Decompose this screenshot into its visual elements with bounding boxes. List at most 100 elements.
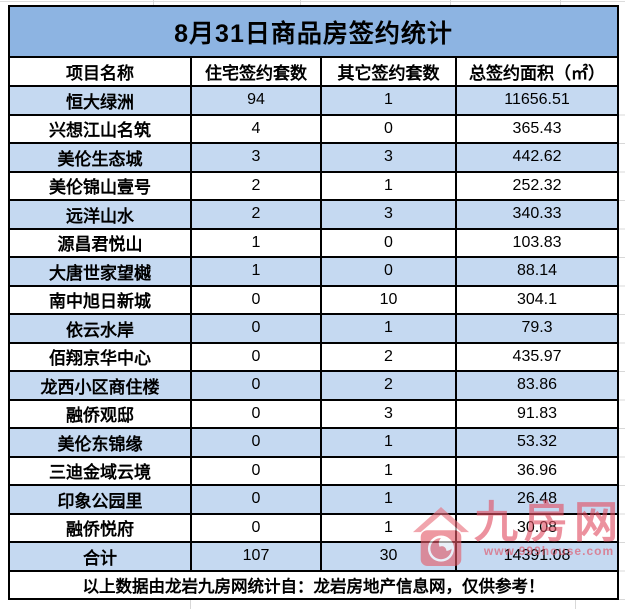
project-name-cell: 美伦生态城 [8, 142, 192, 173]
residential-count-cell: 107 [190, 541, 322, 572]
total-area-cell: 103.83 [454, 227, 620, 258]
project-name-cell: 兴想江山名筑 [8, 113, 192, 144]
other-count-cell: 1 [320, 313, 457, 344]
other-count-cell: 3 [320, 199, 457, 230]
column-header-residential: 住宅签约套数 [190, 56, 322, 87]
residential-count-cell: 3 [190, 142, 322, 173]
other-count-cell: 3 [320, 142, 457, 173]
excel-gridline [0, 1, 625, 2]
residential-count-cell: 0 [190, 284, 322, 315]
excel-gridline [300, 0, 301, 5]
other-count-cell: 0 [320, 256, 457, 287]
residential-count-cell: 0 [190, 370, 322, 401]
table-row: 美伦生态城 3 3 442.62 [8, 142, 620, 173]
table-row: 美伦东锦缘 0 1 53.32 [8, 427, 620, 458]
residential-count-cell: 2 [190, 170, 322, 201]
total-area-cell: 435.97 [454, 341, 620, 372]
other-count-cell: 2 [320, 341, 457, 372]
other-count-cell: 0 [320, 227, 457, 258]
other-count-cell: 10 [320, 284, 457, 315]
residential-count-cell: 0 [190, 341, 322, 372]
column-header-project: 项目名称 [8, 56, 192, 87]
total-area-cell: 14391.08 [454, 541, 620, 572]
residential-count-cell: 1 [190, 256, 322, 287]
other-count-cell: 1 [320, 512, 457, 543]
residential-count-cell: 0 [190, 427, 322, 458]
project-name-cell: 源昌君悦山 [8, 227, 192, 258]
total-area-cell: 30.08 [454, 512, 620, 543]
signing-stats-table: 8月31日商品房签约统计 项目名称 住宅签约套数 其它签约套数 总签约面积（㎡）… [7, 5, 620, 600]
table-row: 融侨悦府 0 1 30.08 [8, 512, 620, 543]
other-count-cell: 30 [320, 541, 457, 572]
table-row: 兴想江山名筑 4 0 365.43 [8, 113, 620, 144]
total-area-cell: 340.33 [454, 199, 620, 230]
excel-gridline [450, 0, 451, 5]
project-name-cell: 三迪金域云境 [8, 455, 192, 486]
total-area-cell: 26.48 [454, 484, 620, 515]
project-name-cell: 融侨悦府 [8, 512, 192, 543]
excel-gridline [560, 0, 561, 5]
table-row: 融侨观邸 0 3 91.83 [8, 398, 620, 429]
residential-count-cell: 0 [190, 455, 322, 486]
table-row: 远洋山水 2 3 340.33 [8, 199, 620, 230]
table-row: 依云水岸 0 1 79.3 [8, 313, 620, 344]
project-name-cell: 龙西小区商住楼 [8, 370, 192, 401]
total-area-cell: 83.86 [454, 370, 620, 401]
other-count-cell: 1 [320, 170, 457, 201]
total-area-cell: 91.83 [454, 398, 620, 429]
page-title: 8月31日商品房签约统计 [7, 5, 620, 58]
table-header-row: 项目名称 住宅签约套数 其它签约套数 总签约面积（㎡） [8, 56, 620, 87]
other-count-cell: 3 [320, 398, 457, 429]
residential-count-cell: 94 [190, 85, 322, 116]
table-row: 佰翔京华中心 0 2 435.97 [8, 341, 620, 372]
other-count-cell: 1 [320, 85, 457, 116]
table-row: 印象公园里 0 1 26.48 [8, 484, 620, 515]
excel-gridline [190, 600, 191, 609]
project-name-cell: 印象公园里 [8, 484, 192, 515]
excel-gridline [575, 600, 576, 609]
other-count-cell: 0 [320, 113, 457, 144]
excel-gridlines-right [618, 87, 625, 600]
project-name-cell: 依云水岸 [8, 313, 192, 344]
other-count-cell: 1 [320, 455, 457, 486]
total-area-cell: 79.3 [454, 313, 620, 344]
project-name-cell: 融侨观邸 [8, 398, 192, 429]
project-name-cell: 美伦锦山壹号 [8, 170, 192, 201]
table-title-row: 8月31日商品房签约统计 [7, 5, 620, 58]
project-name-cell: 大唐世家望樾 [8, 256, 192, 287]
table-row: 龙西小区商住楼 0 2 83.86 [8, 370, 620, 401]
table-row: 源昌君悦山 1 0 103.83 [8, 227, 620, 258]
total-area-cell: 365.43 [454, 113, 620, 144]
project-name-cell: 合计 [8, 541, 192, 572]
total-area-cell: 36.96 [454, 455, 620, 486]
other-count-cell: 1 [320, 427, 457, 458]
total-area-cell: 11656.51 [454, 85, 620, 116]
total-area-cell: 252.32 [454, 170, 620, 201]
excel-gridline [153, 0, 154, 5]
table-row: 三迪金域云境 0 1 36.96 [8, 455, 620, 486]
residential-count-cell: 4 [190, 113, 322, 144]
project-name-cell: 美伦东锦缘 [8, 427, 192, 458]
project-name-cell: 远洋山水 [8, 199, 192, 230]
table-row: 南中旭日新城 0 10 304.1 [8, 284, 620, 315]
residential-count-cell: 0 [190, 398, 322, 429]
total-area-cell: 442.62 [454, 142, 620, 173]
footnote-row: 以上数据由龙岩九房网统计自：龙岩房地产信息网，仅供参考！ [7, 569, 620, 600]
total-area-cell: 53.32 [454, 427, 620, 458]
project-name-cell: 南中旭日新城 [8, 284, 192, 315]
residential-count-cell: 0 [190, 313, 322, 344]
column-header-other: 其它签约套数 [320, 56, 457, 87]
project-name-cell: 恒大绿洲 [8, 85, 192, 116]
column-header-area: 总签约面积（㎡） [454, 56, 620, 87]
other-count-cell: 2 [320, 370, 457, 401]
total-area-cell: 88.14 [454, 256, 620, 287]
other-count-cell: 1 [320, 484, 457, 515]
residential-count-cell: 0 [190, 484, 322, 515]
table-row: 美伦锦山壹号 2 1 252.32 [8, 170, 620, 201]
total-row: 合计 107 30 14391.08 [8, 541, 620, 572]
residential-count-cell: 1 [190, 227, 322, 258]
total-area-cell: 304.1 [454, 284, 620, 315]
table-body: 恒大绿洲 94 1 11656.51 兴想江山名筑 4 0 365.43 美伦生态城 3 3 442.… [8, 85, 620, 572]
residential-count-cell: 0 [190, 512, 322, 543]
table-row: 大唐世家望樾 1 0 88.14 [8, 256, 620, 287]
